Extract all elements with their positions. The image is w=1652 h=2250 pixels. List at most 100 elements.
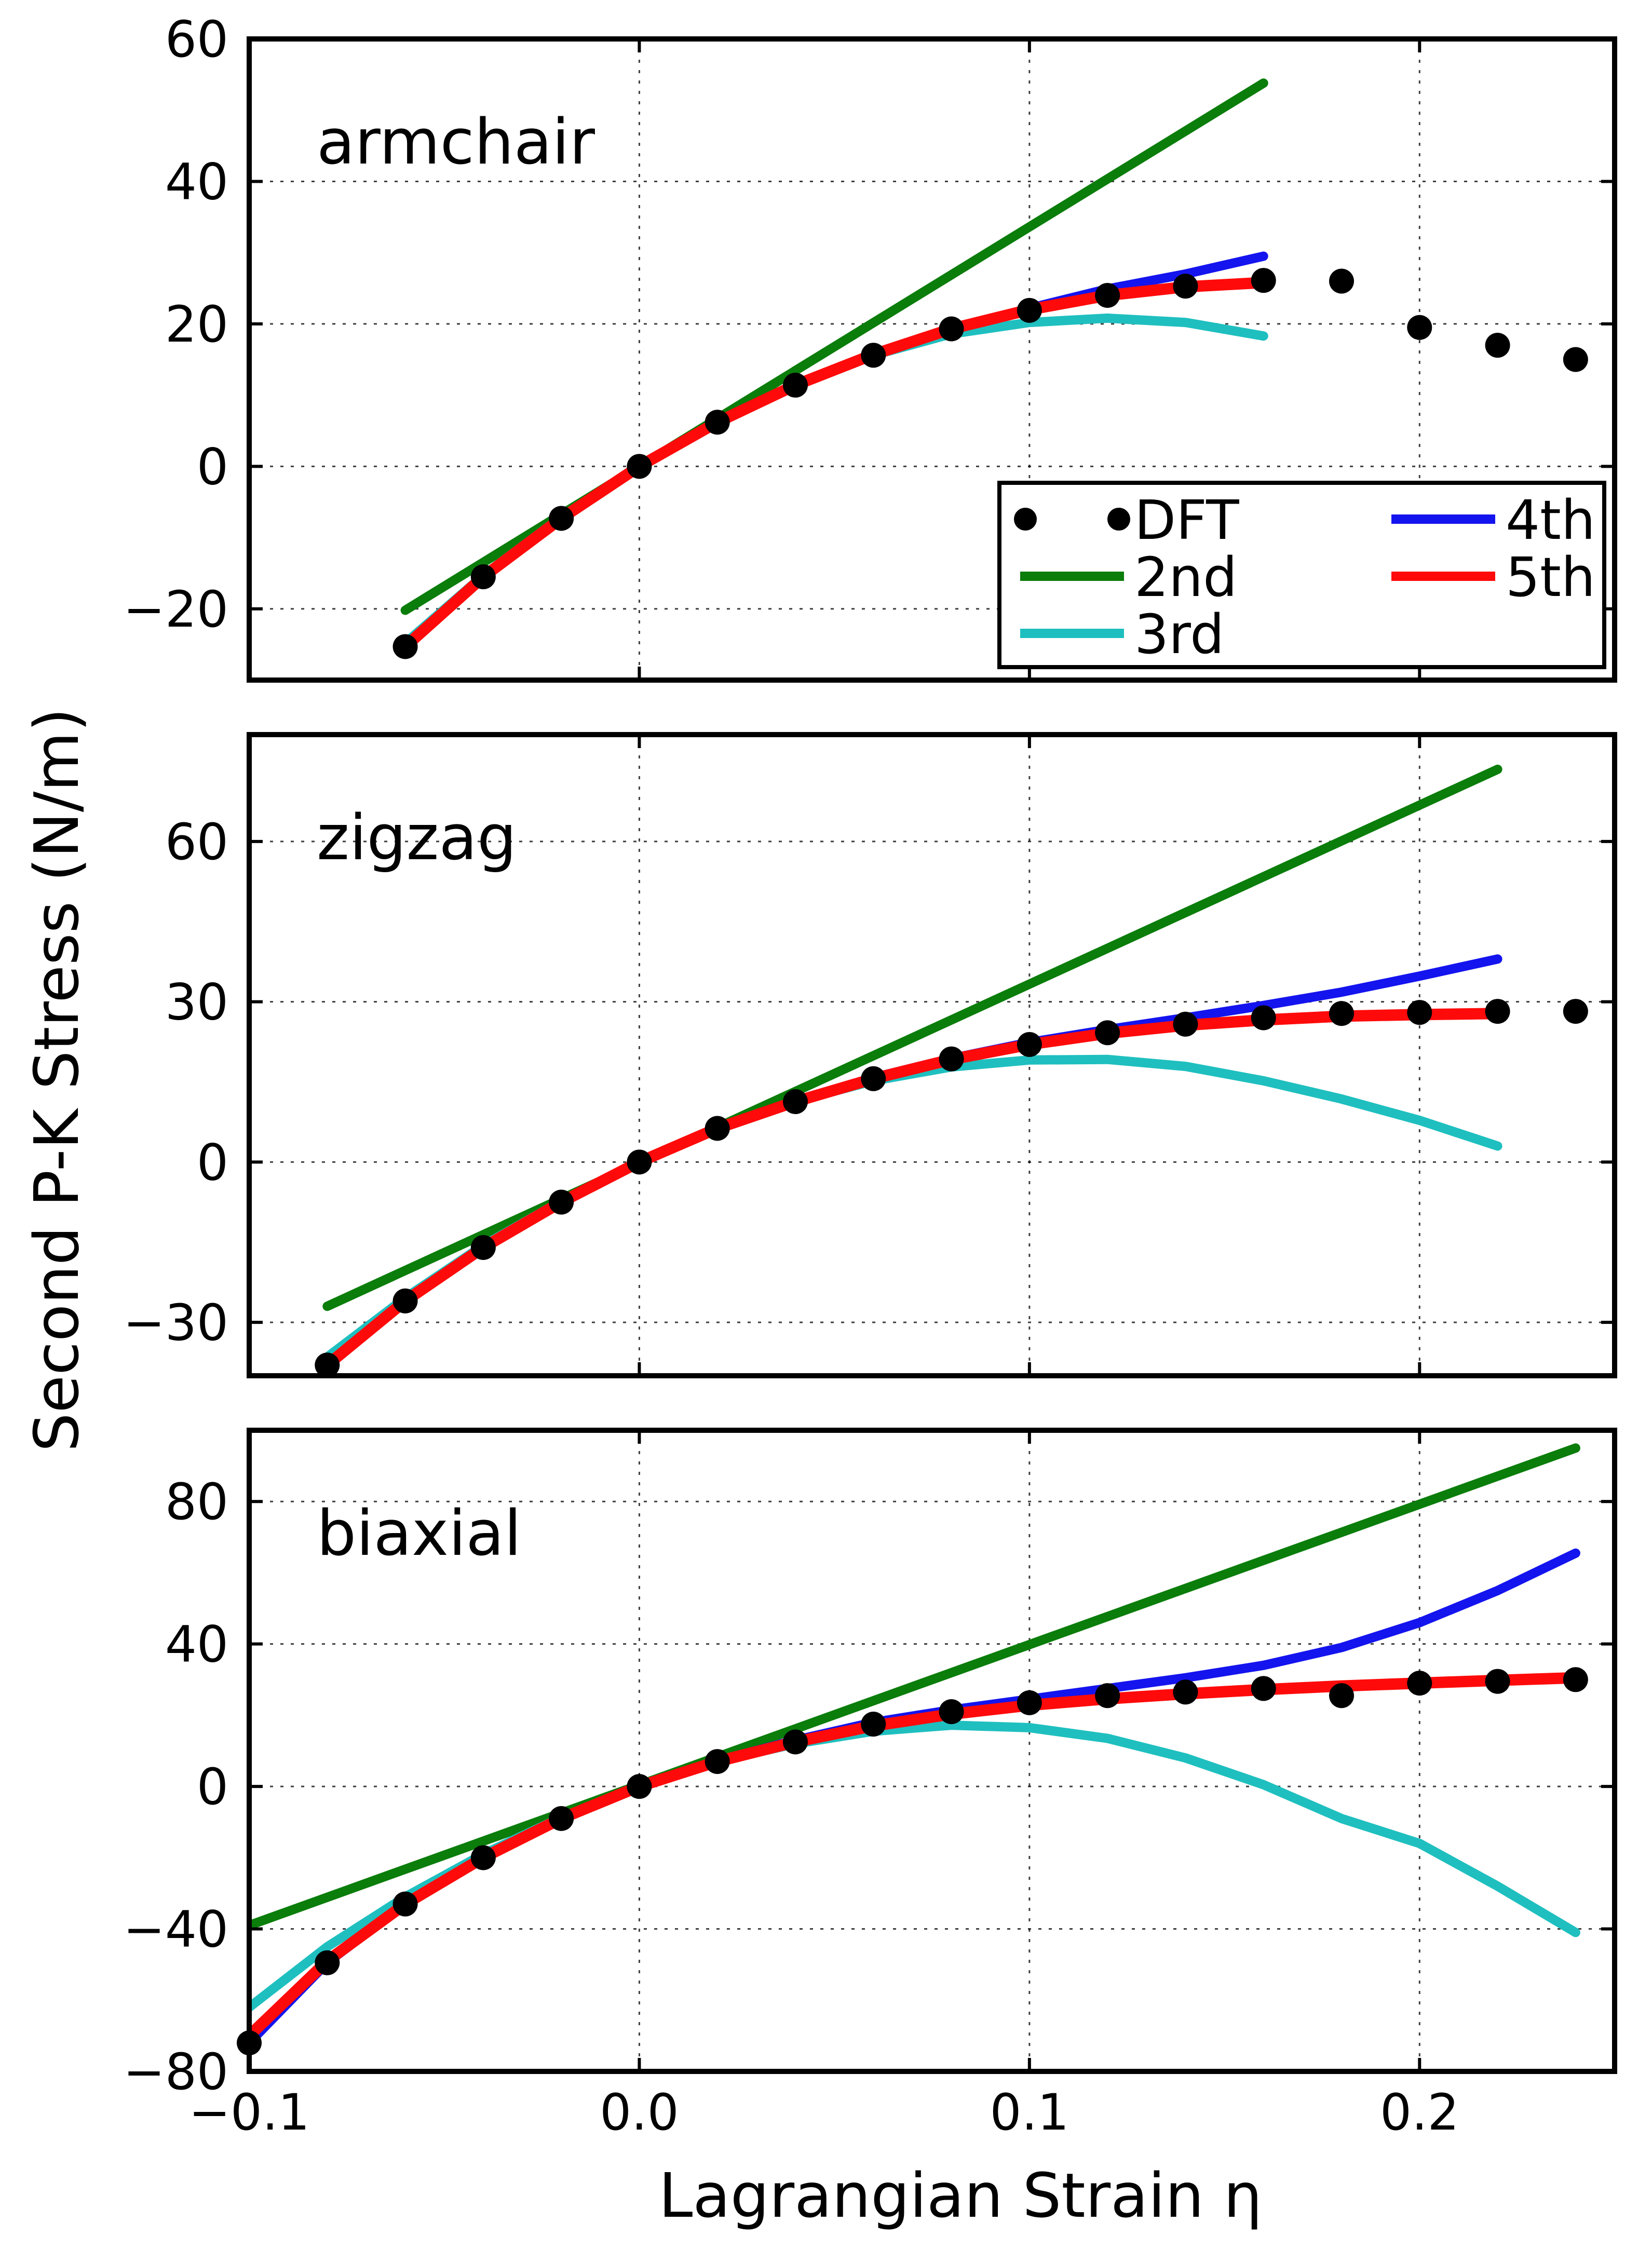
dft-point: [1329, 268, 1354, 294]
x-axis-label: Lagrangian Strain η: [659, 2160, 1263, 2231]
dft-point: [1485, 333, 1510, 358]
dft-point: [1251, 1676, 1276, 1701]
x-tick-label: 0.2: [1380, 2083, 1459, 2141]
dft-point: [315, 1950, 340, 1975]
dft-point: [392, 1891, 418, 1917]
y-tick-label: −40: [123, 1901, 228, 1959]
dft-point: [861, 1066, 886, 1091]
dft-point: [1563, 1667, 1588, 1692]
legend-label: 4th: [1506, 489, 1595, 552]
dft-point: [1407, 1000, 1432, 1025]
y-tick-label: 0: [197, 438, 228, 496]
legend-label: 5th: [1506, 546, 1595, 609]
panel-title: zigzag: [317, 802, 517, 874]
series-line-4th: [249, 1548, 1580, 2048]
dft-point: [1329, 1683, 1354, 1709]
panel-frame: [247, 1428, 1617, 2074]
dft-point: [783, 1089, 808, 1115]
y-axis-label: Second P-K Stress (N/m): [21, 708, 92, 1452]
dft-point: [1407, 315, 1432, 340]
dft-point: [627, 1149, 652, 1175]
dft-point: [392, 634, 418, 659]
x-tick-label: 0.0: [600, 2083, 679, 2141]
dft-point: [627, 454, 652, 479]
dft-point: [861, 343, 886, 368]
y-tick-label: 80: [165, 1473, 228, 1531]
dft-point: [1095, 1020, 1120, 1046]
dft-point: [1485, 999, 1510, 1024]
dft-point: [627, 1774, 652, 1799]
dft-point: [1017, 1690, 1042, 1715]
legend-label: 2nd: [1134, 546, 1237, 609]
dft-point: [470, 564, 496, 590]
series-line-5th: [321, 1008, 1504, 1371]
panel-frame: [247, 732, 1617, 1378]
dft-point: [1251, 1005, 1276, 1031]
dft-point: [1251, 268, 1276, 293]
y-tick-label: −80: [123, 2043, 228, 2101]
y-tick-label: 60: [165, 10, 228, 69]
legend-marker: [1107, 508, 1130, 531]
legend-item-4th: 4th: [1391, 489, 1595, 552]
x-tick-label: −0.1: [188, 2083, 309, 2141]
dft-point: [939, 1699, 964, 1725]
y-tick-label: 40: [165, 153, 228, 211]
y-tick-label: 40: [165, 1616, 228, 1674]
series-line-2nd: [322, 764, 1502, 1311]
y-tick-label: −30: [123, 1294, 228, 1352]
legend-label: 3rd: [1134, 603, 1224, 666]
dft-point: [1095, 1683, 1120, 1709]
panel-zigzag: −30 0 30 60 zigzag: [123, 732, 1617, 1378]
dft-point: [1017, 1032, 1042, 1057]
y-tick-label: 30: [165, 973, 228, 1032]
dft-point: [315, 1352, 340, 1378]
dft-point: [705, 410, 730, 435]
dft-point: [705, 1749, 730, 1774]
dft-point: [1329, 1001, 1354, 1026]
dft-point: [1173, 1679, 1198, 1705]
panel-title: armchair: [317, 106, 595, 179]
dft-point: [783, 1729, 808, 1755]
y-tick-label: 0: [197, 1133, 228, 1191]
y-tick-label: −20: [123, 580, 228, 639]
panel-frame: [247, 36, 1617, 683]
dft-point: [1173, 1011, 1198, 1037]
dft-point: [939, 1046, 964, 1072]
series-line-2nd: [249, 1443, 1580, 1930]
legend-item-2nd: 2nd: [1020, 546, 1237, 609]
dft-point: [861, 1712, 886, 1737]
series-line-3rd: [322, 1054, 1502, 1362]
dft-point: [470, 1845, 496, 1871]
y-tick-label: 20: [165, 295, 228, 354]
dft-point: [549, 1189, 574, 1215]
dft-point: [1407, 1671, 1432, 1696]
dft-point: [783, 372, 808, 398]
panel-armchair: −20 0 20 40 60 armchair: [123, 10, 1617, 683]
legend-item-5th: 5th: [1391, 546, 1595, 609]
dft-point: [1563, 347, 1588, 372]
dft-point: [705, 1116, 730, 1141]
panel-title: biaxial: [317, 1498, 521, 1570]
series-line-5th: [399, 277, 1269, 653]
dft-point: [1095, 283, 1120, 308]
dft-point: [1485, 1669, 1510, 1694]
panel-biaxial: −80 −40 0 40 80 −0.1 0.0 0.1 0.2 biaxial: [123, 1428, 1617, 2141]
legend-label: DFT: [1134, 489, 1239, 552]
legend-marker: [1014, 508, 1037, 531]
dft-point: [470, 1235, 496, 1260]
dft-point: [1017, 297, 1042, 323]
dft-point: [1563, 999, 1588, 1024]
dft-point: [1173, 274, 1198, 299]
y-tick-label: 0: [197, 1758, 228, 1816]
dft-point: [549, 506, 574, 531]
dft-point: [939, 316, 964, 342]
dft-point: [549, 1806, 574, 1831]
legend-item-DFT: DFT: [1014, 489, 1239, 552]
dft-point: [392, 1288, 418, 1313]
x-tick-label: 0.1: [990, 2083, 1069, 2141]
series-line-5th: [249, 1672, 1581, 2042]
series-line-3rd: [249, 1720, 1580, 2012]
y-tick-label: 60: [165, 813, 228, 871]
